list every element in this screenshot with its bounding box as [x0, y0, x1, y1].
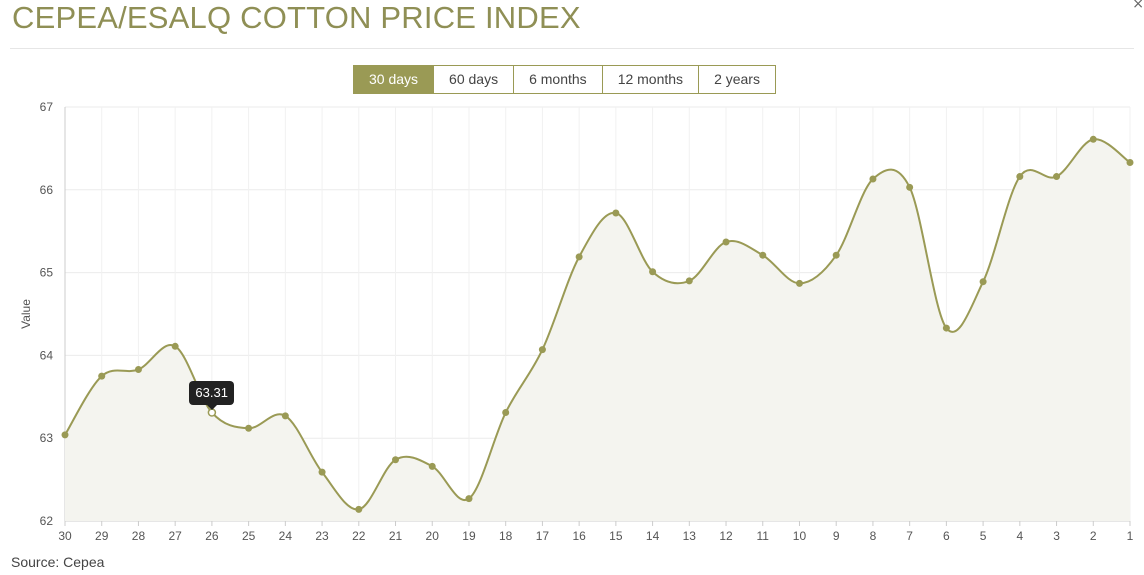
- data-point: [281, 412, 289, 420]
- data-point: [979, 278, 987, 286]
- data-point: [795, 279, 803, 287]
- range-selector: 30 days 60 days 6 months 12 months 2 yea…: [353, 65, 776, 94]
- data-point: [465, 495, 473, 503]
- x-tick-label: 28: [132, 529, 146, 543]
- x-tick-label: 30: [58, 529, 72, 543]
- x-tick-label: 23: [315, 529, 329, 543]
- x-tick-label: 22: [352, 529, 366, 543]
- data-point: [612, 209, 620, 217]
- data-point: [1016, 173, 1024, 181]
- data-point: [1053, 173, 1061, 181]
- x-tick-label: 7: [906, 529, 913, 543]
- x-tick-label: 18: [499, 529, 513, 543]
- x-tick-label: 8: [870, 529, 877, 543]
- x-tick-label: 15: [609, 529, 623, 543]
- title-divider: [10, 48, 1134, 49]
- data-point: [502, 409, 510, 417]
- x-tick-label: 13: [683, 529, 697, 543]
- x-tick-label: 1: [1127, 529, 1134, 543]
- data-point: [355, 505, 363, 513]
- x-tick-label: 2: [1090, 529, 1097, 543]
- x-tick-label: 19: [462, 529, 476, 543]
- y-tick-label: 65: [40, 266, 54, 280]
- x-tick-label: 27: [168, 529, 182, 543]
- tab-6-months[interactable]: 6 months: [514, 66, 603, 93]
- data-point: [1089, 135, 1097, 143]
- data-point: [134, 365, 142, 373]
- y-tick-label: 64: [40, 348, 54, 362]
- data-point: [392, 456, 400, 464]
- data-point: [171, 342, 179, 350]
- x-tick-label: 4: [1016, 529, 1023, 543]
- data-point: [906, 183, 914, 191]
- value-tooltip: 63.31: [189, 380, 234, 410]
- x-tick-label: 14: [646, 529, 660, 543]
- x-tick-label: 6: [943, 529, 950, 543]
- x-tick-label: 24: [279, 529, 293, 543]
- data-point: [61, 431, 69, 439]
- tab-12-months[interactable]: 12 months: [602, 66, 700, 93]
- data-point: [318, 468, 326, 476]
- data-point: [98, 372, 106, 380]
- x-tick-label: 29: [95, 529, 109, 543]
- data-point: [245, 424, 253, 432]
- source-note: Source: Cepea: [11, 554, 105, 570]
- x-tick-label: 26: [205, 529, 219, 543]
- tab-30-days[interactable]: 30 days: [354, 66, 435, 93]
- y-axis-title: Value: [19, 299, 33, 329]
- y-tick-label: 66: [40, 183, 54, 197]
- x-tick-label: 5: [980, 529, 987, 543]
- x-tick-label: 12: [719, 529, 733, 543]
- x-tick-label: 21: [389, 529, 403, 543]
- data-point: [722, 238, 730, 246]
- y-tick-label: 67: [40, 100, 54, 114]
- y-tick-label: 63: [40, 431, 54, 445]
- data-point: [759, 251, 767, 259]
- data-point: [428, 462, 436, 470]
- x-tick-label: 10: [793, 529, 807, 543]
- series-area: [65, 139, 1130, 522]
- tab-2-years[interactable]: 2 years: [699, 66, 775, 93]
- data-point: [649, 268, 657, 276]
- x-tick-label: 9: [833, 529, 840, 543]
- tab-60-days[interactable]: 60 days: [434, 66, 515, 93]
- data-point-highlighted: [207, 408, 217, 417]
- x-tick-label: 17: [536, 529, 550, 543]
- y-tick-label: 62: [40, 514, 54, 528]
- x-tick-label: 20: [426, 529, 440, 543]
- data-point: [942, 324, 950, 332]
- x-tick-label: 16: [572, 529, 586, 543]
- page-title: CEPEA/ESALQ COTTON PRICE INDEX: [12, 0, 581, 35]
- data-point: [538, 346, 546, 354]
- data-point: [575, 253, 583, 261]
- data-point: [1126, 158, 1134, 166]
- data-point: [832, 251, 840, 259]
- close-icon[interactable]: ×: [1132, 0, 1144, 12]
- data-point: [685, 277, 693, 285]
- x-tick-label: 11: [757, 529, 770, 543]
- x-tick-label: 25: [242, 529, 256, 543]
- x-tick-label: 3: [1053, 529, 1060, 543]
- data-point: [869, 175, 877, 183]
